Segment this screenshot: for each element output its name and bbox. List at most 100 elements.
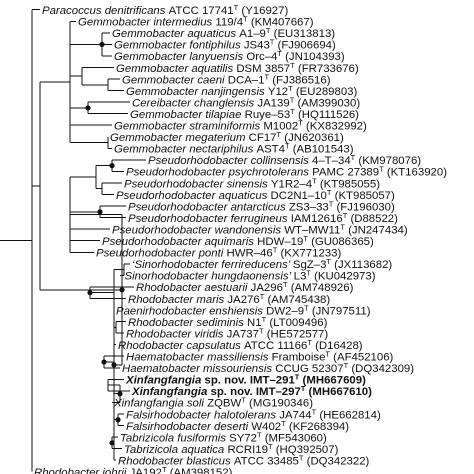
taxon-genus: Rhodobacter: [136, 282, 204, 294]
taxon-label: Haematobacter massiliensis FramboiseT (A…: [126, 350, 394, 364]
taxon-genus: Gemmobacter: [126, 86, 201, 98]
type-strain-mark: T: [260, 292, 265, 301]
taxon-label: Pseudorhodobacter antarcticus ZS3–33T (F…: [128, 199, 395, 213]
taxon-accession: (GU086365): [308, 236, 374, 248]
taxon-epithet: ponti: [198, 248, 227, 260]
taxon-genus: Haematobacter: [122, 363, 203, 375]
taxon-epithet: aquatica: [181, 444, 227, 456]
taxon-genus: Pseudorhodobacter: [102, 236, 205, 248]
taxon-strain: Y12: [268, 86, 288, 98]
taxon-genus: Pseudorhodobacter: [116, 190, 219, 202]
taxon-epithet: caeni: [197, 74, 227, 86]
taxon-strain: PAMC 27389: [312, 167, 379, 179]
bootstrap-dot: [97, 209, 103, 215]
bootstrap-dot: [115, 417, 121, 423]
taxon-epithet: changlensis: [194, 97, 257, 109]
taxon-strain: JS43: [244, 40, 270, 52]
taxon-label: Pseudorhodobacter collinsensis 4–T–34T (…: [148, 153, 421, 167]
taxon-label: ‘Sinorhodobacter hungdaonensis’ L3T (KU0…: [122, 269, 376, 283]
taxon-accession: (AB101543): [290, 144, 354, 156]
taxon-genus: Xinfangfangia: [125, 375, 204, 387]
taxon-label: Pseudorhodobacter ponti HWR–46T (KX77123…: [96, 246, 341, 260]
taxon-genus: Gemmobacter: [114, 121, 189, 133]
taxon-accession: (LT009496): [266, 317, 327, 329]
bootstrap-dot: [109, 163, 115, 169]
type-strain-mark: T: [344, 361, 349, 370]
taxon-genus: ‘Sinorhodobacter: [122, 271, 211, 283]
taxon-genus: Paenirhodobacter: [116, 305, 209, 317]
type-strain-mark: T: [340, 222, 345, 231]
taxon-genus: Xinfangfangia: [131, 386, 210, 398]
taxon-strain: DSM 3857: [236, 63, 290, 75]
taxon-strain: A1–9: [239, 28, 266, 40]
taxon-epithet: blasticus: [186, 455, 233, 467]
taxon-label: Gemmobacter lanyuensis Orc–4T (JN104393): [114, 49, 345, 63]
taxon-strain: Ruye–53: [245, 109, 291, 121]
type-strain-mark: T: [327, 188, 332, 197]
taxon-genus: ‘Sinorhodobacter: [132, 259, 221, 271]
taxon-strain: JA139: [257, 97, 289, 109]
type-strain-mark: T: [306, 269, 311, 278]
bootstrap-dot: [117, 391, 123, 397]
taxon-accession: (JN797511): [309, 305, 371, 317]
taxon-epithet: tilapiae: [205, 109, 244, 121]
taxon-accession: (MH667609): [299, 375, 366, 387]
taxon-accession: (HE572577): [264, 328, 329, 340]
taxon-strain: ATCC 11166: [244, 340, 307, 352]
taxon-accession: (KU042973): [311, 271, 376, 283]
type-strain-mark: T: [257, 430, 262, 439]
type-strain-mark: T: [273, 246, 278, 255]
taxon-epithet: aquatilis: [191, 63, 236, 75]
type-strain-mark: T: [285, 142, 290, 151]
type-strain-mark: T: [266, 26, 271, 35]
taxon-accession: (AM745438): [264, 294, 330, 306]
taxon-epithet: capsulatus: [186, 340, 244, 352]
taxon-genus: Tabrizicola: [120, 432, 177, 444]
type-strain-mark: T: [351, 153, 356, 162]
taxon-genus: Gemmobacter: [114, 51, 189, 63]
type-strain-mark: T: [307, 338, 312, 347]
taxon-genus: Rhodobacter: [118, 455, 186, 467]
taxon-epithet: halotolerans: [214, 409, 279, 421]
taxon-label: Rhodobacter blasticus ATCC 33485T (DQ342…: [118, 453, 370, 467]
taxon-strain: 4–T–34: [312, 155, 351, 167]
taxon-accession: (KM978076): [355, 155, 421, 167]
taxon-label: Tabrizicola aquatica RCRI19T (HQ392507): [124, 442, 339, 456]
taxon-strain: Orc–4: [246, 51, 277, 63]
taxon-accession: (DQ342309): [348, 363, 414, 375]
taxon-accession: (EU289803): [293, 86, 358, 98]
taxon-accession: (EU313813): [270, 28, 335, 40]
taxon-genus: Rhodobacter: [126, 328, 194, 340]
taxon-strain: DCA–1: [228, 74, 265, 86]
taxon-epithet: deserti: [214, 421, 251, 433]
taxon-strain: ZS3–33: [289, 201, 329, 213]
taxon-accession: (JX113682): [331, 259, 392, 271]
type-strain-mark: T: [162, 465, 167, 474]
taxon-accession: (AF452106): [330, 352, 394, 364]
taxon-epithet: fontiphilus: [189, 40, 243, 52]
taxon-label: Paracoccus denitrificans ATCC 17741T (Y1…: [42, 3, 288, 17]
taxon-genus: Haematobacter: [126, 352, 207, 364]
type-strain-mark: T: [329, 199, 334, 208]
taxon-epithet: aquaticus: [187, 28, 239, 40]
taxon-epithet: viridis: [194, 328, 226, 340]
type-strain-mark: T: [288, 84, 293, 93]
taxon-genus: Pseudorhodobacter: [96, 248, 199, 260]
taxon-epithet: antarcticus: [231, 201, 289, 213]
taxon-genus: Pseudorhodobacter: [148, 155, 251, 167]
taxon-accession: (KM407667): [248, 17, 314, 29]
taxon-strain: HWR–46: [226, 248, 272, 260]
type-strain-mark: T: [295, 373, 300, 382]
taxon-strain: ATCC 33485: [234, 455, 299, 467]
taxon-label: Gemmobacter intermedius 119/4T (KM407667…: [78, 15, 314, 29]
bootstrap-dot: [111, 362, 117, 368]
bootstrap-dot: [99, 41, 105, 47]
type-strain-mark: T: [241, 396, 246, 405]
bootstrap-dots: [85, 41, 125, 446]
taxon-accession: (DQ342322): [303, 455, 369, 467]
taxon-epithet: megaterium: [185, 132, 248, 144]
taxon-strain: HDW–19: [257, 236, 303, 248]
taxon-strain: ATCC 17741: [169, 5, 234, 17]
taxon-accession: (KX771233): [277, 248, 341, 260]
